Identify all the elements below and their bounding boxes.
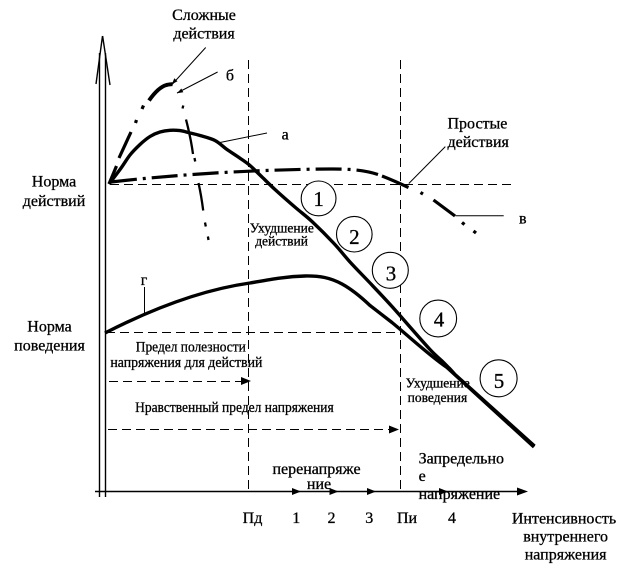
svg-text:действия: действия	[173, 26, 235, 43]
svg-text:напряжения: напряжения	[525, 547, 607, 564]
svg-text:Запредельно: Запредельно	[419, 450, 504, 467]
svg-text:перенапряже: перенапряже	[272, 461, 360, 478]
svg-text:4: 4	[448, 510, 456, 527]
svg-text:2: 2	[328, 510, 336, 527]
svg-text:3: 3	[386, 261, 397, 285]
svg-text:Ухудшение: Ухудшение	[250, 220, 314, 235]
svg-text:Простые: Простые	[448, 116, 508, 133]
svg-text:1: 1	[313, 187, 324, 211]
svg-text:Предел полезности: Предел полезности	[136, 340, 246, 356]
svg-text:а: а	[282, 127, 289, 144]
svg-text:3: 3	[365, 510, 373, 527]
svg-text:Норма: Норма	[32, 174, 76, 191]
svg-text:Пд: Пд	[243, 510, 263, 527]
svg-text:Нравственный предел напряжения: Нравственный предел напряжения	[135, 400, 334, 416]
svg-text:действий: действий	[255, 233, 308, 248]
svg-text:б: б	[226, 68, 234, 85]
svg-text:Сложные: Сложные	[172, 7, 236, 24]
svg-text:ние: ние	[307, 476, 331, 493]
svg-text:Норма: Норма	[27, 318, 71, 335]
svg-text:поведения: поведения	[408, 390, 468, 405]
svg-text:действий: действий	[23, 193, 86, 210]
svg-text:Пи: Пи	[397, 510, 418, 527]
svg-text:Ухудшение: Ухудшение	[406, 375, 470, 390]
svg-text:в: в	[519, 211, 527, 228]
svg-text:1: 1	[292, 510, 300, 527]
svg-text:е: е	[419, 468, 426, 485]
svg-text:Интенсивность: Интенсивность	[512, 511, 616, 528]
svg-text:напряжение: напряжение	[419, 486, 501, 503]
svg-text:2: 2	[349, 225, 360, 249]
svg-text:4: 4	[434, 307, 445, 331]
svg-text:напряжения для действий: напряжения для действий	[110, 355, 262, 371]
svg-text:г: г	[141, 272, 148, 289]
svg-text:действия: действия	[448, 134, 510, 151]
svg-text:5: 5	[494, 369, 505, 393]
svg-text:внутреннего: внутреннего	[523, 529, 608, 546]
svg-text:поведения: поведения	[14, 338, 85, 355]
